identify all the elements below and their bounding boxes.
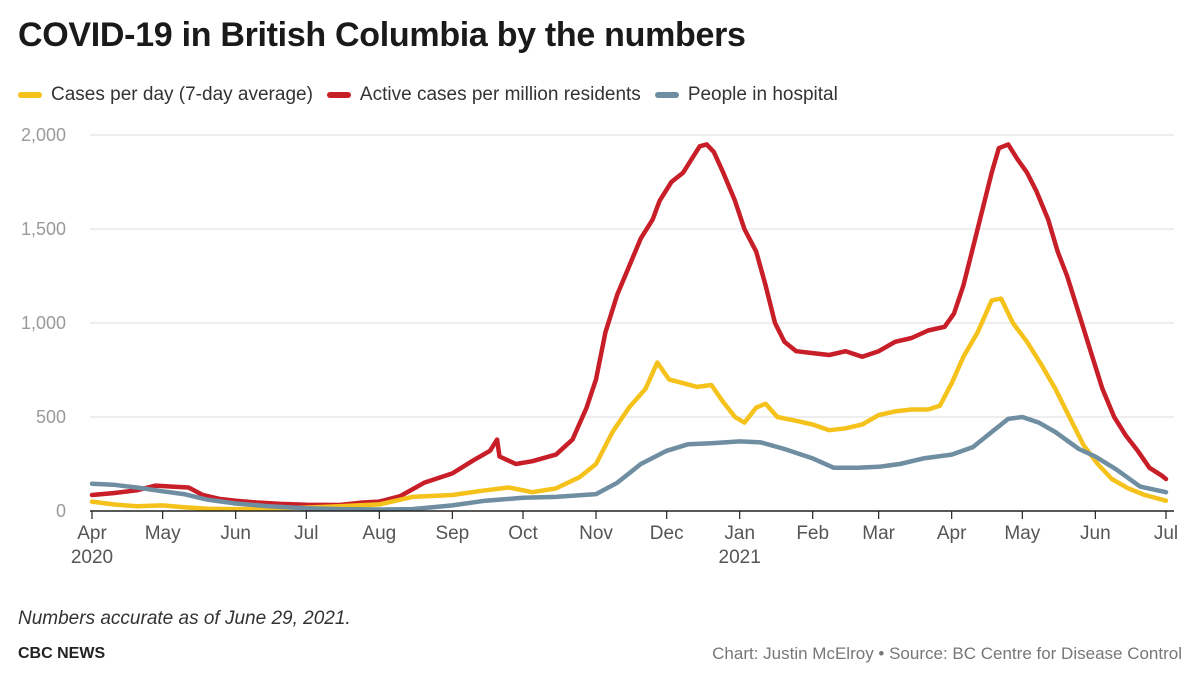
x-tick-label: Dec [650,523,684,544]
x-tick-label: May [1004,523,1040,544]
series-line-2 [89,414,1169,512]
x-tick-label: Feb [796,523,829,544]
y-tick-label: 2,000 [21,125,66,145]
y-tick-label: 1,000 [21,313,66,333]
legend-label-cases: Cases per day (7-day average) [51,84,313,105]
y-axis-ticks: 0 500 1,000 1,500 2,000 [21,125,66,521]
footnote: Numbers accurate as of June 29, 2021. [18,608,351,629]
y-tick-label: 0 [56,501,66,521]
legend-swatch-hospital [654,92,679,98]
chart-title: COVID-19 in British Columbia by the numb… [18,16,746,54]
y-tick-label: 500 [36,407,66,427]
x-tick-label: Jan [724,523,755,544]
x-tick-label: Jul [1154,523,1178,544]
legend-label-active: Active cases per million residents [359,84,641,105]
x-tick-label: Oct [508,523,538,544]
x-tick-label: Sep [435,523,469,544]
line-chart: 0 500 1,000 1,500 2,000 Apr 2020 May Jun Jul Aug S… [21,125,1178,568]
legend: Cases per day (7-day average) Active cas… [18,84,852,106]
x-tick-label: Apr [77,523,107,544]
legend-label-hospital: People in hospital [687,84,838,105]
x-tick-label: Mar [862,523,895,544]
x-tick-year-label: 2020 [71,547,113,568]
series-line-1 [89,296,1169,512]
x-tick-label: May [145,523,181,544]
x-tick-label: Jun [1080,523,1111,544]
x-axis-ticks: Apr 2020 May Jun Jul Aug Sep Oct Nov Dec Jan 2021 Fe… [71,511,1178,568]
source-credit: Chart: Justin McElroy • Source: BC Centr… [712,644,1182,663]
legend-swatch-active [326,92,351,98]
series-line-0 [89,142,1169,508]
x-tick-label: Nov [579,523,613,544]
legend-swatch-cases [18,92,42,98]
x-tick-year-label: 2021 [719,547,761,568]
gridlines [90,134,1174,418]
x-tick-label: Jun [220,523,251,544]
x-tick-label: Apr [937,523,967,544]
legend-item-active: Active cases per million residents [326,84,641,106]
legend-item-hospital: People in hospital [654,84,838,106]
x-tick-label: Jul [294,523,318,544]
y-tick-label: 1,500 [21,219,66,239]
x-tick-label: Aug [362,523,396,544]
series-lines [89,142,1169,512]
legend-item-cases: Cases per day (7-day average) [18,84,313,106]
brand-logo-text: CBC NEWS [18,645,106,662]
